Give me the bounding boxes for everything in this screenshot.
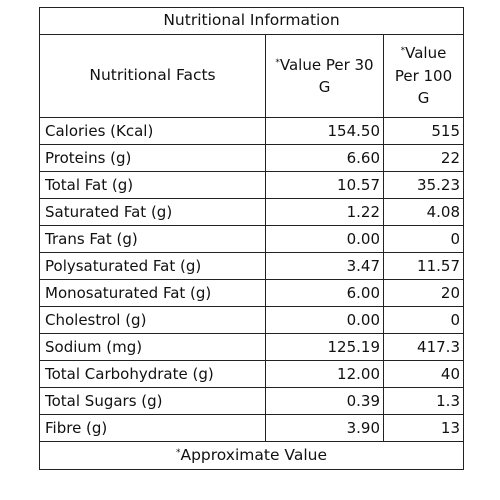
value-per-30g-cell: 1.22 bbox=[265, 198, 384, 226]
value-per-30g-cell: 125.19 bbox=[265, 333, 384, 361]
value-per-100g-cell: 11.57 bbox=[383, 252, 464, 280]
table-row: Fibre (g) 3.90 13 bbox=[39, 414, 464, 442]
nutrient-label: Calories (Kcal) bbox=[39, 117, 266, 145]
value-per-30g-cell: 12.00 bbox=[265, 360, 384, 388]
nutrient-label: Proteins (g) bbox=[39, 144, 266, 172]
value-per-30g-cell: 0.00 bbox=[265, 225, 384, 253]
asterisk-marker: * bbox=[275, 57, 280, 68]
table-row: Total Fat (g) 10.57 35.23 bbox=[39, 171, 464, 199]
nutrient-label: Saturated Fat (g) bbox=[39, 198, 266, 226]
nutrient-label: Monosaturated Fat (g) bbox=[39, 279, 266, 307]
header-value-per-30g: *Value Per 30 G bbox=[265, 34, 384, 118]
footnote-text: Approximate Value bbox=[180, 445, 327, 464]
table-row: Total Sugars (g) 0.39 1.3 bbox=[39, 387, 464, 415]
table-row: Monosaturated Fat (g) 6.00 20 bbox=[39, 279, 464, 307]
nutrient-label: Polysaturated Fat (g) bbox=[39, 252, 266, 280]
nutrient-label: Total Carbohydrate (g) bbox=[39, 360, 266, 388]
table-row: Total Carbohydrate (g) 12.00 40 bbox=[39, 360, 464, 388]
value-per-30g-cell: 0.00 bbox=[265, 306, 384, 334]
value-per-30g-cell: 6.00 bbox=[265, 279, 384, 307]
table-row: Saturated Fat (g) 1.22 4.08 bbox=[39, 198, 464, 226]
nutrient-label: Sodium (mg) bbox=[39, 333, 266, 361]
value-per-100g-cell: 22 bbox=[383, 144, 464, 172]
value-per-100g-cell: 13 bbox=[383, 414, 464, 442]
value-per-100g-cell: 40 bbox=[383, 360, 464, 388]
value-per-100g-cell: 35.23 bbox=[383, 171, 464, 199]
table-row: Proteins (g) 6.60 22 bbox=[39, 144, 464, 172]
table-row: Polysaturated Fat (g) 3.47 11.57 bbox=[39, 252, 464, 280]
value-per-100g-cell: 417.3 bbox=[383, 333, 464, 361]
nutrient-label: Fibre (g) bbox=[39, 414, 266, 442]
header-value-per-100g-label: Value Per 100 G bbox=[394, 44, 453, 108]
nutrition-table: Nutritional Information Nutritional Fact… bbox=[39, 7, 464, 470]
table-title: Nutritional Information bbox=[39, 7, 464, 35]
nutrient-label: Trans Fat (g) bbox=[39, 225, 266, 253]
title-row: Nutritional Information bbox=[39, 7, 464, 35]
header-row: Nutritional Facts *Value Per 30 G *Value… bbox=[39, 34, 464, 118]
value-per-30g-cell: 3.47 bbox=[265, 252, 384, 280]
asterisk-marker: * bbox=[400, 46, 406, 57]
table-row: Trans Fat (g) 0.00 0 bbox=[39, 225, 464, 253]
footnote-row: *Approximate Value bbox=[39, 441, 464, 470]
nutrient-label: Total Sugars (g) bbox=[39, 387, 266, 415]
value-per-30g-cell: 0.39 bbox=[265, 387, 384, 415]
header-nutritional-facts: Nutritional Facts bbox=[39, 34, 266, 118]
nutrient-label: Cholestrol (g) bbox=[39, 306, 266, 334]
asterisk-marker: * bbox=[175, 447, 181, 458]
value-per-100g-cell: 1.3 bbox=[383, 387, 464, 415]
value-per-30g-cell: 10.57 bbox=[265, 171, 384, 199]
value-per-30g-cell: 6.60 bbox=[265, 144, 384, 172]
table-row: Sodium (mg) 125.19 417.3 bbox=[39, 333, 464, 361]
value-per-100g-cell: 20 bbox=[383, 279, 464, 307]
header-value-per-100g: *Value Per 100 G bbox=[383, 34, 464, 118]
value-per-100g-cell: 515 bbox=[383, 117, 464, 145]
footnote: *Approximate Value bbox=[39, 441, 464, 470]
table-row: Cholestrol (g) 0.00 0 bbox=[39, 306, 464, 334]
value-per-30g-cell: 3.90 bbox=[265, 414, 384, 442]
value-per-100g-cell: 0 bbox=[383, 306, 464, 334]
nutrient-label: Total Fat (g) bbox=[39, 171, 266, 199]
value-per-100g-cell: 4.08 bbox=[383, 198, 464, 226]
header-value-per-30g-label: Value Per 30 G bbox=[279, 55, 374, 97]
value-per-30g-cell: 154.50 bbox=[265, 117, 384, 145]
value-per-100g-cell: 0 bbox=[383, 225, 464, 253]
table-row: Calories (Kcal) 154.50 515 bbox=[39, 117, 464, 145]
